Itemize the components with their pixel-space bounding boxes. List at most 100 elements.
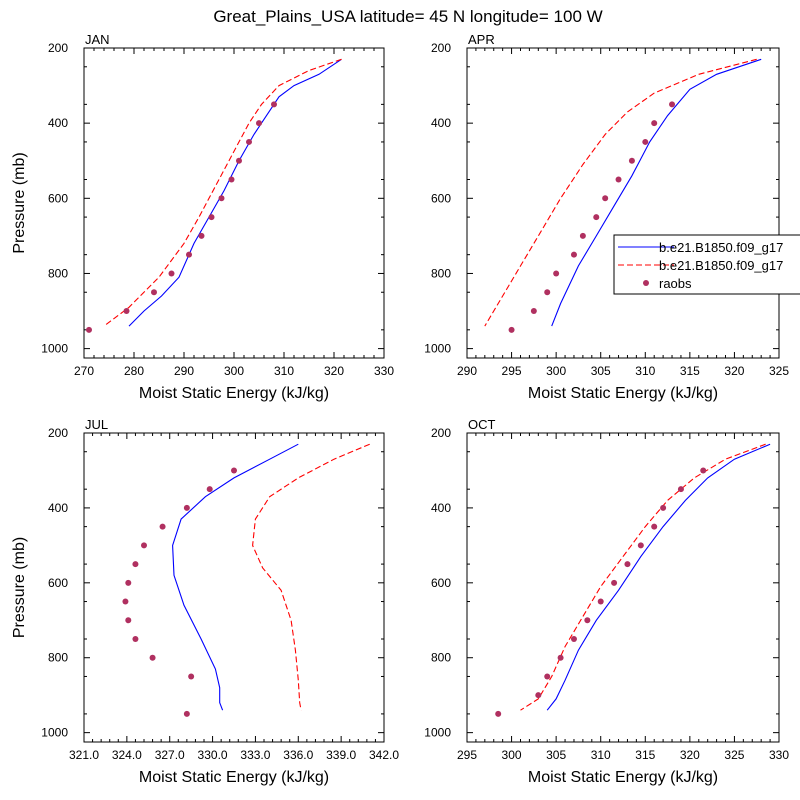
x-tick-label: 327.0 (155, 748, 185, 762)
x-tick-label: 330 (374, 364, 394, 378)
x-tick-label: 300 (546, 364, 566, 378)
raobs-point (122, 598, 129, 605)
y-tick-label: 200 (48, 41, 68, 55)
plot-frame (466, 432, 780, 743)
x-tick-label: 290 (174, 364, 194, 378)
panel-label: JUL (85, 417, 108, 432)
raobs-point (642, 138, 649, 145)
series-line-dashed (484, 58, 757, 327)
raobs-point (628, 157, 635, 164)
x-axis-label: Moist Static Energy (kJ/kg) (139, 769, 329, 786)
raobs-point (231, 467, 237, 474)
x-tick-label: 325 (724, 748, 744, 762)
legend-label: b.e21.B1850.f09_g17 (659, 240, 783, 255)
panel-label: JAN (85, 32, 110, 47)
y-tick-label: 1000 (424, 342, 451, 356)
x-tick-label: 333.0 (240, 748, 270, 762)
y-tick-label: 400 (431, 501, 451, 515)
raobs-point (508, 326, 515, 333)
raobs-point (228, 176, 235, 183)
y-tick-label: 200 (48, 426, 68, 440)
raobs-point (593, 214, 600, 221)
raobs-point (544, 289, 551, 296)
x-tick-label: 305 (591, 364, 611, 378)
raobs-point (132, 636, 139, 642)
x-tick-label: 310 (591, 748, 611, 762)
raobs-point (141, 542, 147, 549)
x-tick-label: 324.0 (112, 748, 142, 762)
x-tick-label: 339.0 (326, 748, 356, 762)
x-tick-label: 325 (769, 364, 789, 378)
y-tick-label: 400 (48, 116, 68, 130)
raobs-point (186, 251, 192, 258)
raobs-point (183, 710, 190, 717)
x-tick-label: 310 (635, 364, 655, 378)
raobs-point (149, 654, 156, 661)
raobs-point (570, 636, 577, 642)
legend: b.e21.B1850.f09_g17 b.e21.B1850.f09_g17ra… (613, 234, 800, 295)
raobs-point (530, 308, 537, 315)
series-line-solid (551, 58, 762, 327)
raobs-point (602, 195, 609, 202)
panel-label: OCT (468, 417, 496, 432)
x-tick-label: 320 (324, 364, 344, 378)
y-tick-label: 1000 (41, 342, 68, 356)
x-tick-label: 315 (635, 748, 655, 762)
x-tick-label: 295 (502, 364, 522, 378)
y-tick-label: 1000 (41, 726, 68, 740)
raobs-point (198, 232, 205, 239)
y-tick-label: 400 (431, 116, 451, 130)
x-tick-label: 321.0 (69, 748, 99, 762)
x-axis-label: Moist Static Energy (kJ/kg) (528, 385, 718, 402)
y-tick-label: 800 (48, 651, 68, 665)
raobs-point (624, 561, 631, 568)
x-tick-label: 330.0 (198, 748, 228, 762)
panel-jan: 270 280 290 300 310 320 330 200 400 600 800 1000 JAN… (11, 32, 394, 402)
x-axis-label: Moist Static Energy (kJ/kg) (139, 385, 329, 402)
x-tick-label: 270 (74, 364, 94, 378)
x-tick-label: 336.0 (283, 748, 313, 762)
raobs-point (183, 504, 190, 511)
raobs-point (256, 120, 262, 127)
raobs-point (579, 232, 586, 239)
y-tick-label: 400 (48, 501, 68, 515)
raobs-point (159, 523, 166, 530)
legend-marker (643, 280, 649, 286)
raobs-point (651, 523, 658, 530)
series-line-solid (172, 443, 299, 711)
y-tick-label: 1000 (424, 726, 451, 740)
raobs-point (553, 270, 560, 277)
x-axis-label: Moist Static Energy (kJ/kg) (528, 769, 718, 786)
panel-jul: 321.0 324.0 327.0 330.0 333.0 336.0 339.0 342.0… (11, 417, 399, 786)
raobs-point (123, 308, 130, 315)
legend-label: raobs (659, 276, 692, 291)
y-axis-label: Pressure (mb) (11, 537, 28, 638)
x-tick-label: 342.0 (369, 748, 399, 762)
raobs-point (557, 654, 564, 661)
raobs-point (637, 542, 644, 549)
panel-oct: 295 300 305 310 315 320 325 330 200 400 600 800 1000… (424, 417, 789, 786)
x-tick-label: 300 (224, 364, 244, 378)
raobs-point (584, 617, 591, 624)
raobs-point (611, 579, 618, 586)
raobs-point (597, 598, 604, 605)
series-line-dashed (520, 443, 766, 711)
raobs-point (700, 467, 707, 474)
y-tick-label: 600 (431, 191, 451, 205)
series-line-dashed (103, 58, 342, 327)
raobs-point (615, 176, 622, 183)
y-tick-label: 800 (431, 266, 451, 280)
x-tick-label: 320 (724, 364, 744, 378)
y-axis-label: Pressure (mb) (11, 152, 28, 253)
raobs-point (206, 486, 213, 493)
series-line-dashed (252, 443, 370, 711)
raobs-point (86, 326, 92, 333)
legend-label: b.e21.B1850.f09_g17 (659, 258, 783, 273)
x-tick-label: 290 (457, 364, 477, 378)
raobs-point (570, 251, 577, 258)
raobs-point (495, 710, 502, 717)
x-tick-label: 330 (769, 748, 789, 762)
raobs-point (535, 692, 542, 699)
raobs-point (151, 289, 157, 296)
y-tick-label: 600 (48, 191, 68, 205)
